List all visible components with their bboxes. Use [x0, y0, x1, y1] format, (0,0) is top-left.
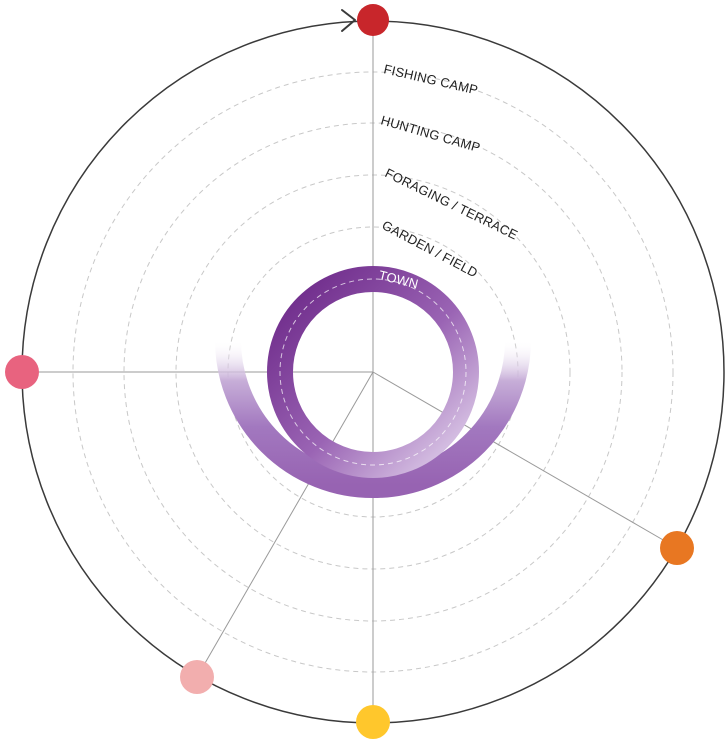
marker-yellow[interactable]: [356, 705, 390, 739]
marker-light-pink[interactable]: [180, 660, 214, 694]
town-guide: [279, 278, 467, 466]
label-hunting-camp: HUNTING CAMP: [379, 112, 482, 155]
garden-field-arc: [215, 339, 531, 498]
marker-pink[interactable]: [5, 355, 39, 389]
marker-red[interactable]: [357, 4, 389, 36]
label-fishing-camp: FISHING CAMP: [382, 61, 479, 97]
spoke-southwest: [196, 371, 374, 678]
marker-orange[interactable]: [660, 531, 694, 565]
direction-arrow-icon: [341, 9, 356, 32]
spoke-southeast: [372, 371, 678, 549]
